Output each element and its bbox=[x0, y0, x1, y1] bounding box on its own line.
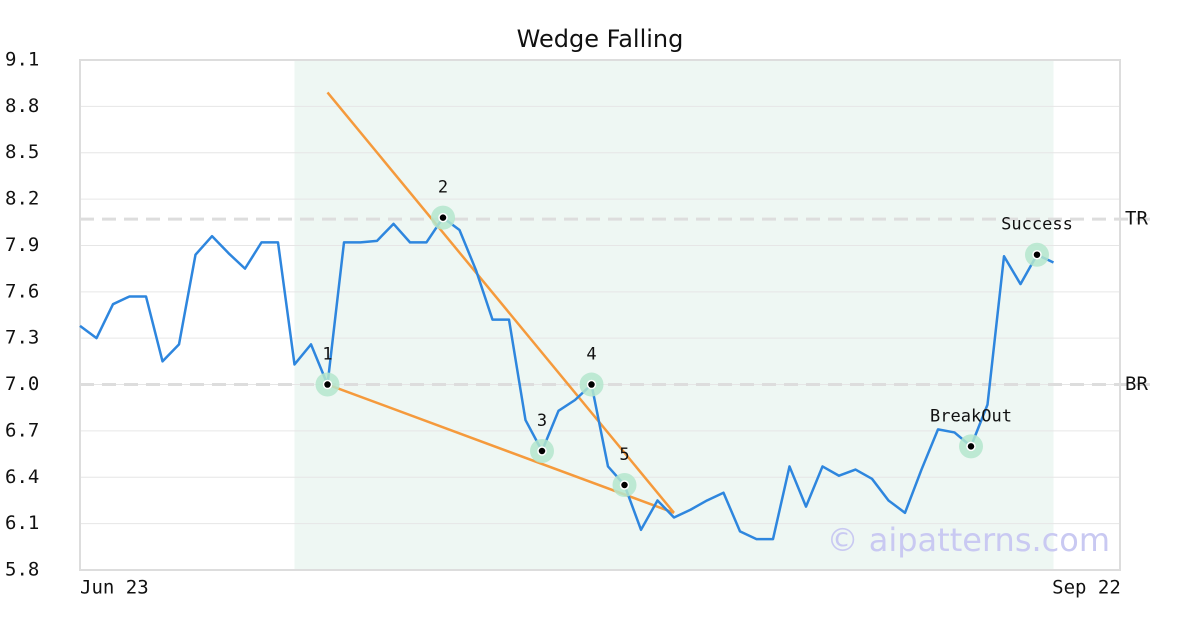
y-tick-label: 6.1 bbox=[5, 512, 39, 534]
y-tick-label: 7.3 bbox=[5, 327, 39, 349]
watermark: © aipatterns.com bbox=[827, 521, 1110, 559]
y-tick-label: 5.8 bbox=[5, 559, 39, 581]
level-label: TR bbox=[1125, 208, 1148, 230]
level-label: BR bbox=[1125, 373, 1148, 395]
marker-label: Success bbox=[1001, 215, 1073, 235]
marker-label: 4 bbox=[586, 345, 596, 365]
y-tick-label: 6.7 bbox=[5, 419, 39, 441]
chart-title: Wedge Falling bbox=[517, 25, 684, 53]
marker-dot bbox=[438, 212, 448, 223]
y-tick-label: 8.8 bbox=[5, 95, 39, 117]
marker-dot bbox=[537, 446, 547, 456]
y-tick-label: 8.2 bbox=[5, 188, 39, 210]
y-tick-label: 6.4 bbox=[5, 466, 39, 488]
marker-dot bbox=[586, 379, 597, 390]
y-tick-label: 7.9 bbox=[5, 234, 39, 256]
y-tick-label: 7.6 bbox=[5, 280, 39, 302]
marker-dot bbox=[1032, 249, 1042, 260]
marker-dot bbox=[966, 441, 976, 452]
y-tick-label: 9.1 bbox=[5, 49, 39, 71]
x-tick-label: Jun 23 bbox=[80, 577, 149, 599]
price-line bbox=[79, 216, 1055, 541]
pattern-region bbox=[294, 60, 1054, 570]
marker-label: 2 bbox=[438, 178, 448, 198]
x-tick-label: Sep 22 bbox=[1052, 577, 1121, 599]
marker-label: BreakOut bbox=[930, 406, 1012, 426]
marker-label: 3 bbox=[537, 411, 547, 431]
marker-label: 1 bbox=[322, 345, 332, 365]
trend-line bbox=[326, 91, 675, 514]
plot-frame bbox=[79, 59, 1121, 571]
marker-dot bbox=[619, 480, 630, 490]
y-tick-label: 7.0 bbox=[5, 373, 39, 395]
marker-label: 5 bbox=[619, 445, 629, 465]
marker-dot bbox=[322, 379, 333, 390]
y-tick-label: 8.5 bbox=[5, 141, 39, 163]
